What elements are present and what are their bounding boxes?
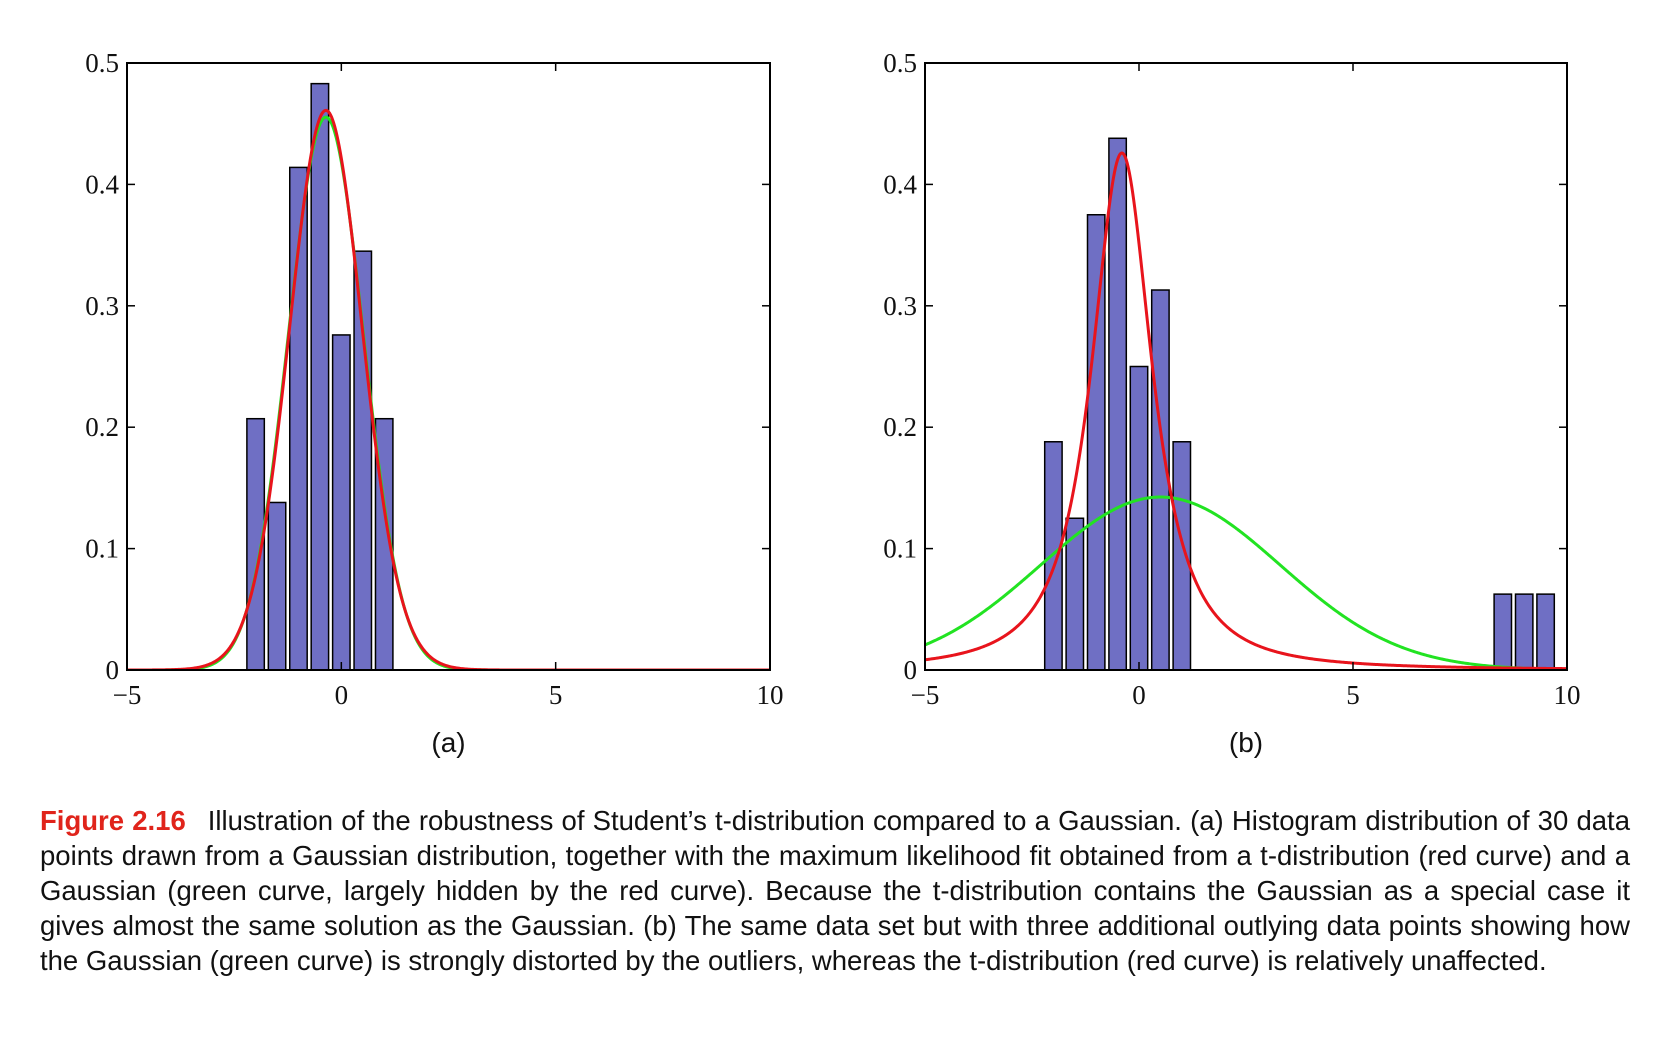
figure-caption: Figure 2.16 Illustration of the robustnes… — [40, 803, 1630, 978]
y-tick-label: 0.3 — [883, 291, 917, 321]
y-tick-label: 0.4 — [85, 169, 119, 199]
y-tick-label: 0.1 — [883, 534, 917, 564]
histogram-bar — [1172, 441, 1192, 671]
axes-frame — [924, 62, 1568, 671]
gaussian-fit-curve — [127, 115, 770, 670]
histogram-bar — [1043, 441, 1063, 671]
histogram-bar — [1536, 593, 1556, 671]
t-distribution-fit-curve — [127, 108, 770, 670]
histogram-bar — [331, 334, 351, 671]
histogram-bar — [310, 82, 330, 671]
x-tick-label: 0 — [1132, 680, 1146, 710]
y-tick-label: 0.3 — [85, 291, 119, 321]
t-distribution-fit-curve — [925, 151, 1567, 670]
y-tick-label: 0.1 — [85, 534, 119, 564]
axes-frame — [126, 62, 771, 671]
panel-label: (a) — [431, 727, 465, 758]
histogram-bar — [1086, 214, 1106, 671]
histogram-bar — [1129, 365, 1149, 671]
histogram-bar — [1150, 289, 1170, 671]
x-tick-label: 10 — [1554, 680, 1581, 710]
figure-number: Figure 2.16 — [40, 805, 186, 836]
x-tick-label: 0 — [335, 680, 349, 710]
histogram-bar — [1514, 593, 1534, 671]
x-tick-label: 10 — [757, 680, 784, 710]
gaussian-fit-curve — [925, 495, 1567, 670]
x-tick-label: 5 — [1346, 680, 1360, 710]
y-tick-label: 0.5 — [883, 48, 917, 78]
y-tick-label: 0 — [904, 655, 918, 685]
x-tick-label: 5 — [549, 680, 563, 710]
y-tick-label: 0 — [106, 655, 120, 685]
histogram-bar — [267, 501, 287, 671]
x-tick-label: −5 — [113, 680, 142, 710]
histogram-bar — [1493, 593, 1513, 671]
caption-text: Illustration of the robustness of Studen… — [40, 805, 1630, 976]
y-tick-label: 0.5 — [85, 48, 119, 78]
panel-label: (b) — [1229, 727, 1263, 758]
y-tick-label: 0.2 — [85, 412, 119, 442]
y-tick-label: 0.4 — [883, 169, 917, 199]
y-tick-label: 0.2 — [883, 412, 917, 442]
x-tick-label: −5 — [911, 680, 940, 710]
histogram-bar — [353, 250, 373, 671]
histogram-bar — [1108, 137, 1128, 671]
